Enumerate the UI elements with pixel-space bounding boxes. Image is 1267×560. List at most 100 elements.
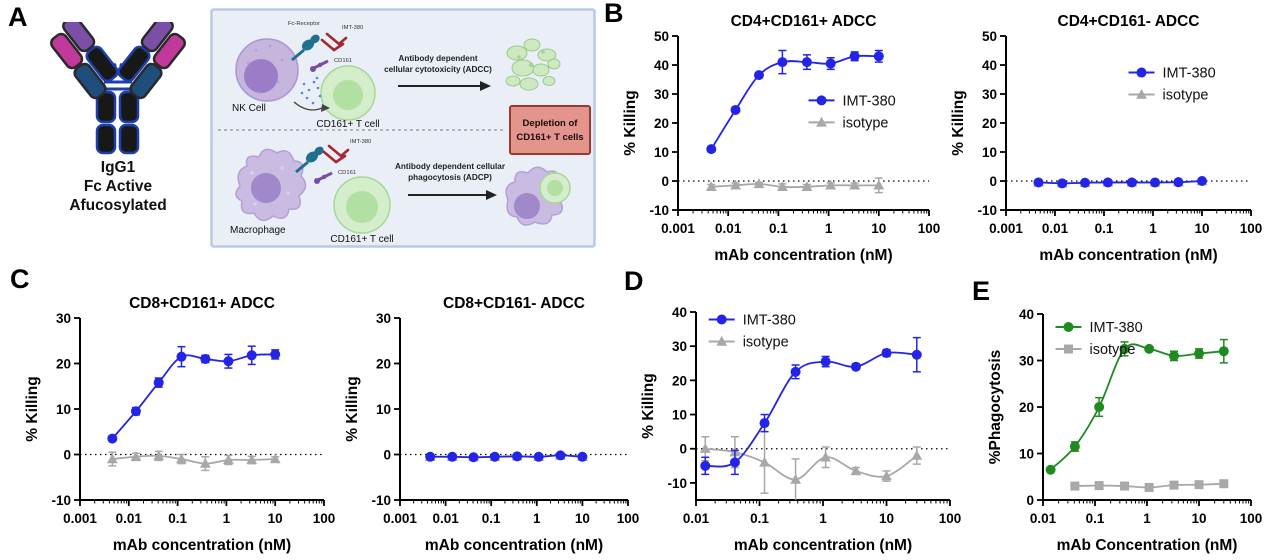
panel-label-c: C (10, 264, 30, 294)
macrophage-cell (235, 148, 307, 222)
svg-text:0.001: 0.001 (661, 221, 695, 236)
svg-text:0.01: 0.01 (683, 511, 710, 526)
chart-cd4-cd161-neg-adcc: -10 0 10 20 30 40 50 0.001 0.01 0.1 1 10 100 IMT-380 i… (948, 6, 1267, 268)
lysed-t-cell (505, 38, 561, 91)
svg-text:isotype: isotype (743, 335, 789, 351)
svg-text:0: 0 (679, 442, 687, 457)
svg-text:IMT-380: IMT-380 (1163, 66, 1216, 82)
svg-text:10: 10 (376, 402, 391, 417)
chart-cd8-cd161-pos-adcc: -10 0 10 20 30 0.001 0.01 0.1 1 10 100 CD8+CD161+ A… (22, 288, 340, 558)
antibody-right-arm (117, 22, 186, 100)
antibody-illustration (50, 22, 186, 155)
svg-text:20: 20 (982, 116, 997, 131)
svg-text:% Killing: % Killing (640, 373, 657, 438)
svg-text:40: 40 (672, 305, 687, 320)
t-cell-label-bottom: CD161+ T cell (330, 234, 393, 245)
t-cell-bottom (333, 176, 391, 234)
panel-label-b: B (604, 0, 624, 28)
imt-380-label-bottom: IMT-380 (350, 139, 371, 145)
svg-text:0.001: 0.001 (63, 511, 97, 526)
svg-text:30: 30 (376, 311, 391, 326)
svg-text:10: 10 (268, 511, 283, 526)
svg-text:10: 10 (56, 402, 71, 417)
panel-label-a: A (8, 2, 28, 32)
adcp-label-line1: Antibody dependent cellular (395, 162, 506, 171)
svg-text:0.1: 0.1 (769, 221, 788, 236)
depletion-line2: CD161+ T cells (516, 132, 583, 143)
nk-cell-label: NK Cell (232, 103, 266, 114)
svg-text:1: 1 (533, 511, 541, 526)
svg-text:0.01: 0.01 (1042, 221, 1069, 236)
svg-text:0.1: 0.1 (168, 511, 187, 526)
chart-phagocytosis: 0 10 20 30 40 0.01 0.1 1 10 100 IMT-380 isotype mAb … (985, 300, 1267, 558)
svg-text:10: 10 (1194, 221, 1209, 236)
svg-text:30: 30 (56, 311, 71, 326)
svg-text:40: 40 (982, 58, 997, 73)
imt-380-antibody-icon-top (320, 32, 348, 52)
depletion-box: Depletion of CD161+ T cells (509, 105, 591, 155)
fc-receptor-label: Fc-Receptor (288, 21, 320, 27)
svg-text:isotype: isotype (1089, 342, 1135, 358)
svg-text:20: 20 (654, 116, 669, 131)
depletion-line1: Depletion of (523, 118, 579, 129)
svg-text:30: 30 (672, 339, 687, 354)
adcc-label-line2: cellular cytotoxicity (ADCC) (384, 65, 492, 74)
svg-text:CD8+CD161- ADCC: CD8+CD161- ADCC (443, 295, 585, 312)
svg-text:0.001: 0.001 (383, 511, 417, 526)
nk-to-tcell-arrow (293, 101, 330, 112)
chart-panel-d-killing: -10 0 10 20 30 40 0.01 0.1 1 10 100 IMT-380 isotype m… (638, 298, 966, 558)
svg-text:0.01: 0.01 (1030, 511, 1057, 526)
svg-text:mAb concentration (nM): mAb concentration (nM) (1039, 247, 1217, 264)
svg-text:10: 10 (672, 408, 687, 423)
svg-text:IMT-380: IMT-380 (843, 94, 896, 110)
svg-text:IMT-380: IMT-380 (743, 313, 796, 329)
svg-text:30: 30 (654, 87, 669, 102)
svg-text:-10: -10 (977, 203, 997, 218)
svg-text:-10: -10 (371, 493, 391, 508)
svg-text:100: 100 (939, 511, 962, 526)
adcp-label-line2: phagocytosis (ADCP) (408, 173, 492, 182)
svg-text:% Killing: % Killing (950, 90, 967, 155)
svg-text:50: 50 (654, 29, 669, 44)
svg-text:10: 10 (575, 511, 590, 526)
perforin-granules (300, 76, 322, 105)
svg-text:30: 30 (1019, 354, 1034, 369)
svg-text:10: 10 (654, 145, 669, 160)
nk-cell (235, 38, 299, 102)
svg-text:20: 20 (56, 357, 71, 372)
chart-cd8-cd161-neg-adcc: -10 0 10 20 30 0.001 0.01 0.1 1 10 100 CD8+CD161- A… (342, 288, 644, 558)
svg-text:10: 10 (871, 221, 886, 236)
svg-text:mAb concentration (nM): mAb concentration (nM) (113, 537, 291, 554)
svg-text:30: 30 (982, 87, 997, 102)
svg-text:1: 1 (825, 221, 833, 236)
adcc-arrow (398, 81, 491, 91)
svg-text:CD8+CD161+ ADCC: CD8+CD161+ ADCC (129, 295, 275, 312)
phagocytosis-result (505, 166, 571, 226)
antibody-left-arm (50, 22, 119, 100)
svg-text:-10: -10 (649, 203, 669, 218)
adcc-label-line1: Antibody dependent (398, 54, 477, 63)
antibody-caption-line1: IgG1 (100, 159, 136, 176)
svg-text:1: 1 (1149, 221, 1157, 236)
svg-text:isotype: isotype (1163, 88, 1209, 104)
svg-text:0.01: 0.01 (715, 221, 742, 236)
svg-text:1: 1 (819, 511, 827, 526)
antibody-caption-line2: Fc Active (83, 178, 153, 195)
diagram-frame (210, 8, 596, 248)
antibody-caption: IgG1 Fc Active Afucosylated (22, 158, 214, 215)
cd161-label-bottom: CD161 (338, 170, 356, 176)
svg-text:0.1: 0.1 (482, 511, 501, 526)
adcp-arrow (408, 190, 497, 200)
svg-text:mAb concentration (nM): mAb concentration (nM) (425, 537, 603, 554)
svg-text:mAb concentration (nM): mAb concentration (nM) (734, 537, 912, 554)
panel-label-d: D (624, 266, 644, 296)
t-cell-top (320, 65, 376, 121)
svg-text:100: 100 (313, 511, 336, 526)
antibody-fc-stem (95, 90, 140, 155)
svg-text:40: 40 (654, 58, 669, 73)
svg-text:0: 0 (1026, 493, 1034, 508)
panel-label-e: E (972, 276, 991, 306)
svg-text:10: 10 (879, 511, 894, 526)
svg-text:isotype: isotype (843, 116, 889, 132)
svg-text:CD4+CD161+ ADCC: CD4+CD161+ ADCC (731, 13, 877, 30)
